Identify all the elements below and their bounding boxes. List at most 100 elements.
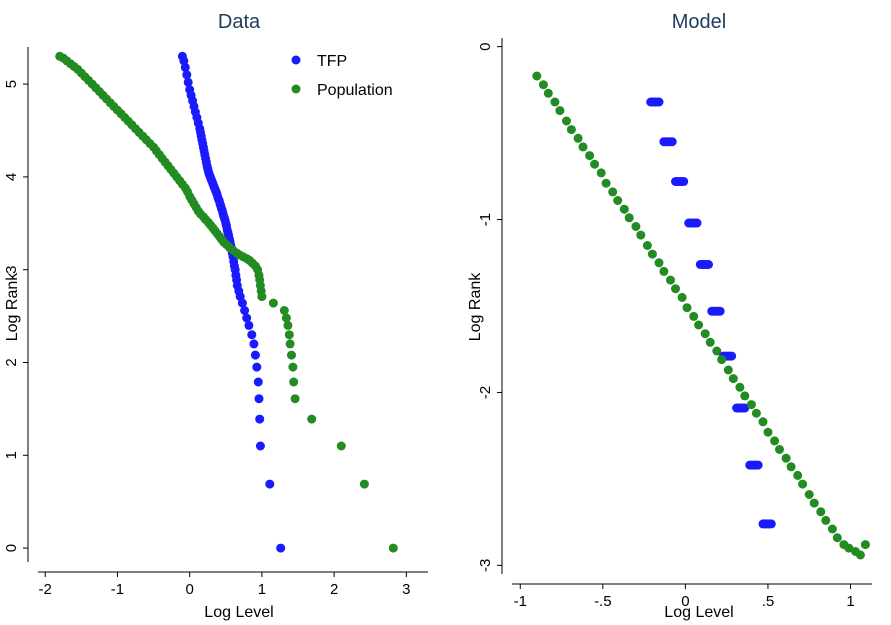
model-y-tick-label: -3 [477,559,494,572]
model-point-tfp [727,351,737,361]
model-point-population [705,337,715,347]
model-x-tick-label: -1 [514,593,527,610]
model-point-population [613,196,623,205]
data-point-tfp [276,543,286,553]
data-point-population [289,377,299,387]
model-point-tfp [753,460,763,470]
model-point-population [562,116,571,126]
model-point-tfp [704,260,713,269]
model-point-population [751,408,761,418]
model-panel-title: Model [672,11,726,33]
model-y-tick-label: -1 [477,213,494,226]
data-point-tfp [183,77,193,87]
model-point-population [740,391,750,401]
model-point-population [712,346,722,356]
model-point-population [798,479,808,489]
model-point-population [816,507,826,517]
model-point-population [550,97,560,107]
model-point-population [619,204,629,214]
model-point-population [532,71,542,81]
model-point-population [666,275,675,285]
model-point-population [832,533,842,543]
model-panel-marks [532,71,870,560]
model-point-population [566,125,576,135]
model-point-population [860,540,870,550]
model-point-tfp [715,306,725,316]
model-point-population [689,311,699,321]
data-x-tick-label: 1 [258,581,266,598]
model-point-population [543,88,553,98]
model-point-population [855,550,865,560]
model-point-population [555,106,565,116]
legend-label-tfp: TFP [317,53,347,70]
model-point-population [775,445,784,454]
data-x-tick-label: 0 [185,581,193,598]
data-point-tfp [177,51,187,61]
data-point-tfp [242,313,252,323]
data-point-population [284,330,294,340]
legend-label-population: Population [317,82,393,99]
model-point-population [682,303,692,313]
model-point-population [763,427,773,437]
model-point-population [585,151,595,161]
model-point-population [538,80,548,90]
data-point-tfp [249,339,259,349]
model-point-population [601,178,611,188]
model-point-population [770,436,780,446]
data-panel: Data Log Level Log Rank -2 -1 0 1 2 3 0 1 2 3 4 5 T… [3,11,428,621]
model-point-tfp [679,177,689,186]
model-point-population [809,498,819,508]
data-point-tfp [240,306,250,315]
legend-marker-tfp [291,55,301,65]
data-point-tfp [250,350,260,360]
data-point-tfp [254,394,264,404]
model-point-population [590,159,600,169]
model-point-population [671,284,680,294]
model-point-population [694,320,704,330]
model-point-population [700,329,710,339]
data-point-tfp [255,441,265,451]
data-panel-x-axis-label: Log Level [204,604,273,621]
model-panel-y-axis-label: Log Rank [467,272,484,341]
model-point-population [624,213,634,223]
data-point-population [359,479,369,489]
data-point-population [268,298,278,308]
model-point-population [804,490,814,499]
model-point-population [781,453,791,463]
model-y-tick-label: -2 [477,386,494,399]
model-point-population [746,400,756,410]
data-point-tfp [247,330,257,340]
model-y-tick-label: 0 [477,42,494,50]
data-point-population [287,350,296,360]
model-point-population [659,266,669,276]
model-point-population [642,241,652,250]
data-point-population [279,306,289,315]
model-point-population [647,249,657,259]
model-point-population [758,417,768,427]
data-point-tfp [253,377,263,387]
data-panel-y-axis-label: Log Rank [4,272,21,341]
data-y-tick-label: 3 [3,266,20,274]
data-point-tfp [265,479,275,489]
data-point-population [55,51,65,61]
model-panel: Model Log Level Log Rank -1 -.5 0.5 10-1-2-… [467,11,872,621]
data-x-tick-label: -2 [39,581,52,598]
data-point-tfp [244,320,254,330]
model-point-tfp [654,97,664,107]
model-point-population [608,187,618,197]
data-y-tick-label: 5 [3,80,20,88]
model-point-population [717,355,727,365]
data-x-tick-label: 3 [402,581,410,598]
model-point-population [631,222,641,231]
data-point-population [283,320,293,330]
model-x-tick-label: .5 [762,593,775,610]
model-x-tick-label: 0 [681,593,689,610]
model-point-population [821,515,831,525]
data-y-tick-label: 4 [3,173,20,181]
model-point-tfp [667,137,677,147]
legend-marker-population [291,84,301,94]
data-y-tick-label: 1 [3,451,20,459]
model-point-population [573,133,583,143]
model-point-population [827,524,837,534]
